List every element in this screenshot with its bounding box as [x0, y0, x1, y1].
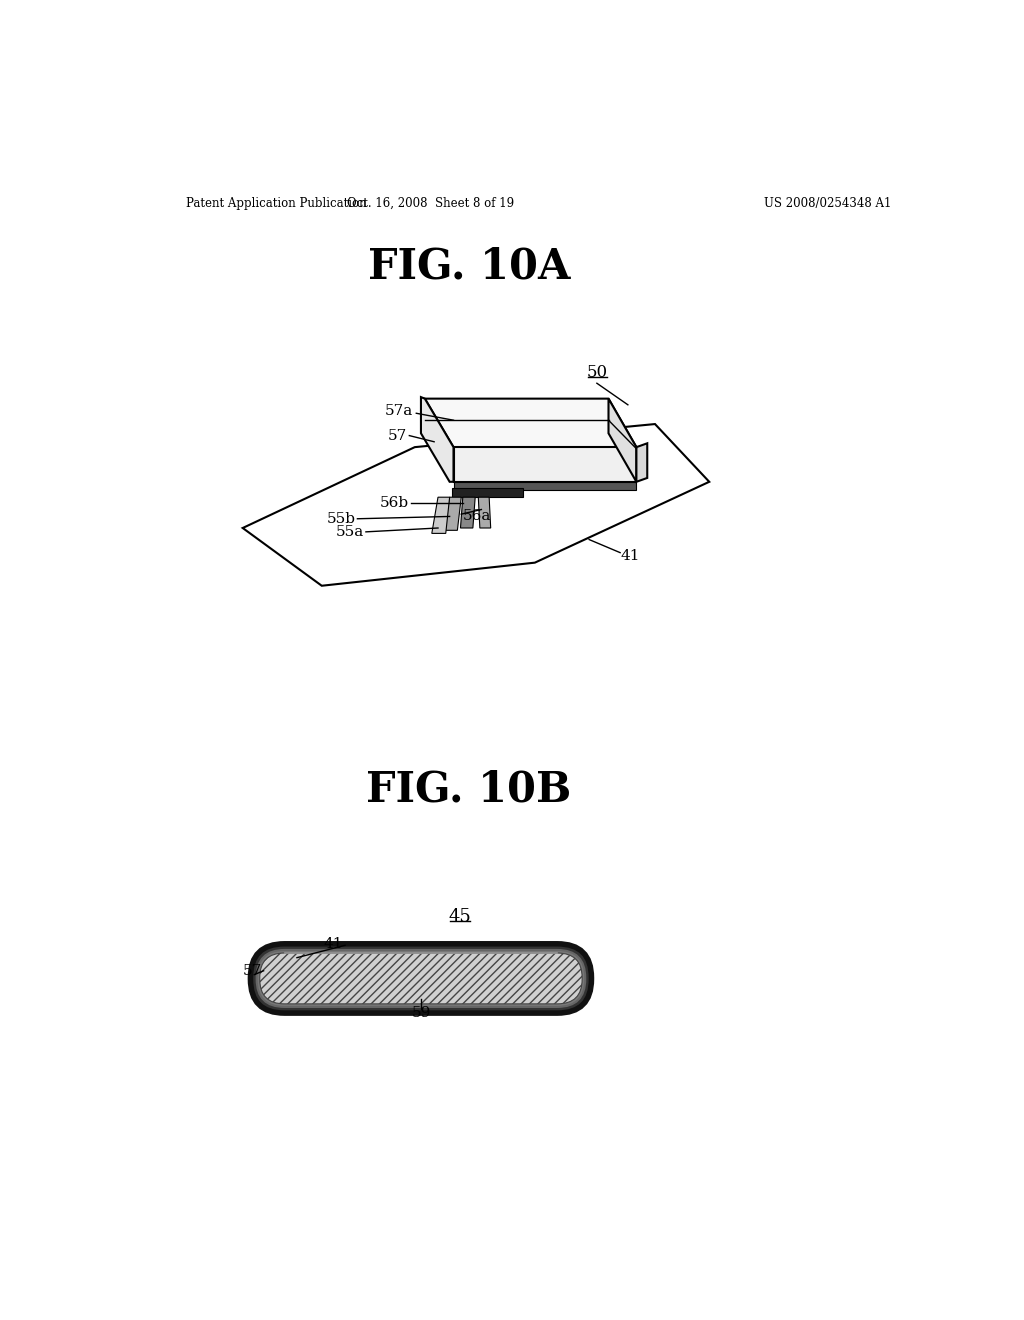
Text: 56b: 56b: [380, 495, 410, 510]
Text: 50: 50: [587, 364, 607, 381]
Text: 57: 57: [243, 964, 262, 978]
Text: FIG. 10A: FIG. 10A: [368, 246, 570, 288]
Text: US 2008/0254348 A1: US 2008/0254348 A1: [764, 197, 891, 210]
Text: 41: 41: [324, 937, 343, 950]
Polygon shape: [454, 447, 636, 482]
Text: 45: 45: [449, 908, 471, 925]
Text: 55a: 55a: [336, 525, 365, 539]
Polygon shape: [452, 488, 523, 498]
Text: 59: 59: [412, 1006, 431, 1020]
FancyBboxPatch shape: [257, 950, 586, 1007]
Text: 41: 41: [621, 549, 640, 562]
Polygon shape: [478, 498, 490, 528]
Text: 57a: 57a: [385, 404, 414, 418]
Text: FIG. 10B: FIG. 10B: [367, 768, 571, 810]
FancyBboxPatch shape: [251, 944, 592, 1014]
Polygon shape: [461, 498, 475, 528]
Polygon shape: [432, 498, 450, 533]
Text: 57: 57: [388, 429, 407, 442]
Polygon shape: [444, 498, 461, 531]
Text: 56a: 56a: [463, 508, 492, 523]
FancyBboxPatch shape: [260, 953, 583, 1003]
Text: 55b: 55b: [327, 512, 356, 525]
Polygon shape: [636, 444, 647, 482]
Polygon shape: [421, 397, 454, 482]
Polygon shape: [608, 399, 636, 482]
Polygon shape: [454, 482, 636, 490]
Text: Patent Application Publication: Patent Application Publication: [186, 197, 367, 210]
Text: Oct. 16, 2008  Sheet 8 of 19: Oct. 16, 2008 Sheet 8 of 19: [347, 197, 514, 210]
Polygon shape: [425, 399, 636, 447]
